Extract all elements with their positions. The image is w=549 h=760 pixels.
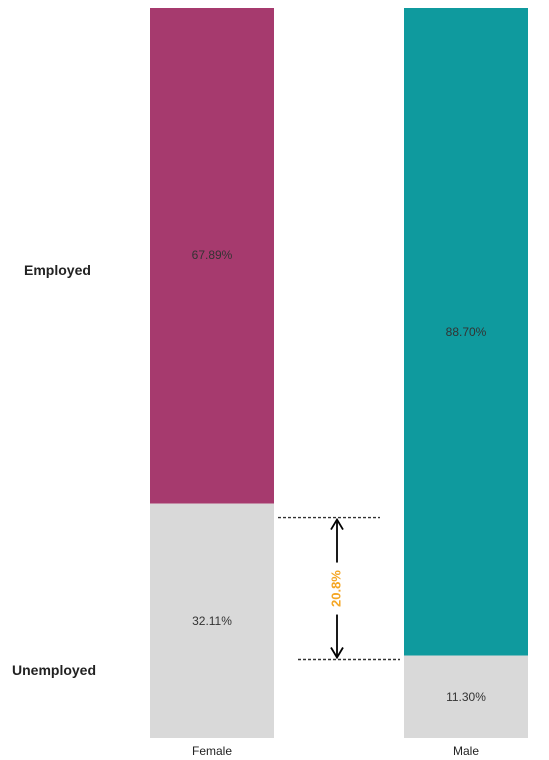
data-label-unemployed-male: 11.30% bbox=[446, 690, 486, 704]
bar-employed-male bbox=[404, 8, 528, 656]
bar-employed-female bbox=[150, 8, 274, 504]
category-label-female: Female bbox=[192, 744, 232, 758]
row-label-unemployed: Unemployed bbox=[12, 662, 96, 678]
row-label-employed: Employed bbox=[24, 262, 91, 278]
bars: 67.89% 32.11% Female 88.70% 11.30% Male bbox=[150, 8, 528, 758]
gap-label-background bbox=[328, 562, 346, 615]
gap-annotation: 20.8% bbox=[278, 516, 400, 661]
bar-unemployed-female bbox=[150, 503, 274, 738]
data-label-employed-male: 88.70% bbox=[446, 325, 487, 339]
data-label-employed-female: 67.89% bbox=[192, 248, 233, 262]
gap-label: 20.8% bbox=[328, 570, 343, 607]
bar-unemployed-male bbox=[404, 655, 528, 738]
gap-arrow-head-up bbox=[330, 517, 344, 531]
gap-arrow-head-down bbox=[330, 647, 344, 660]
category-label-male: Male bbox=[453, 744, 479, 758]
data-label-unemployed-female: 32.11% bbox=[192, 614, 232, 628]
